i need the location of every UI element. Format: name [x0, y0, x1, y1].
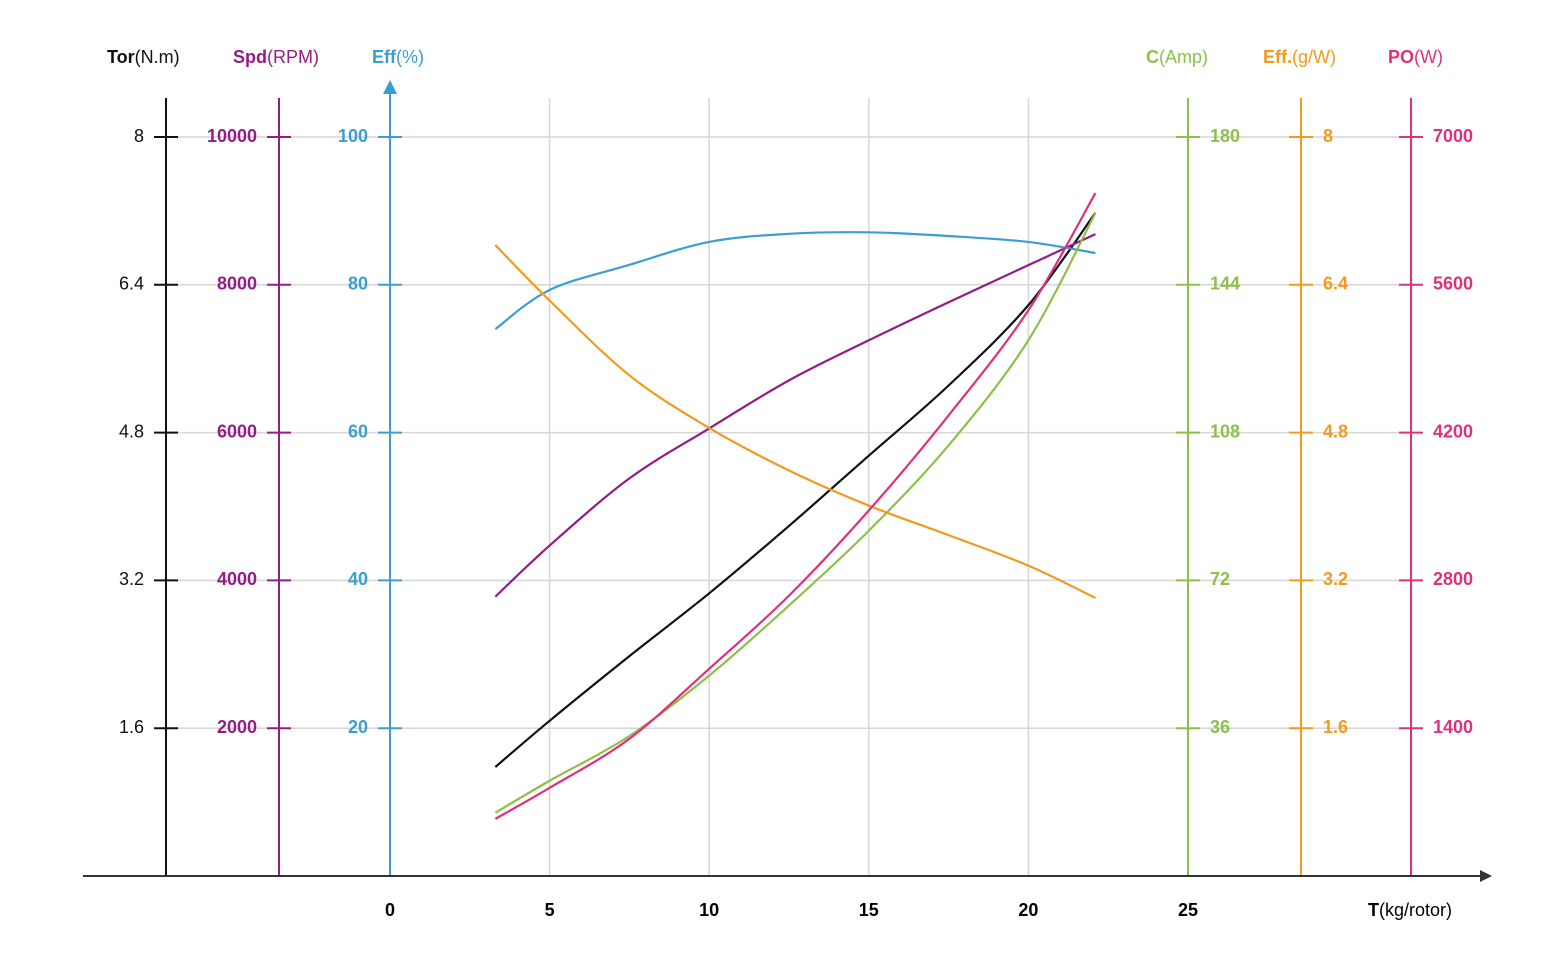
- y-tick-label: 8: [1323, 126, 1333, 146]
- y-tick-label: 1.6: [119, 717, 144, 737]
- y-tick-label: 1400: [1433, 717, 1473, 737]
- axis-title-bold: C: [1146, 47, 1159, 67]
- x-tick-label: 15: [859, 900, 879, 920]
- axis-title-unit: (Amp): [1159, 47, 1208, 67]
- x-tick-label: 25: [1178, 900, 1198, 920]
- y-tick-label: 60: [348, 421, 368, 441]
- y-tick-label: 8000: [217, 274, 257, 294]
- y-tick-label: 8: [134, 126, 144, 146]
- y-tick-label: 2800: [1433, 569, 1473, 589]
- axis-title: Spd(RPM): [233, 47, 319, 67]
- axis-title: PO(W): [1388, 47, 1443, 67]
- axis-title: Eff(%): [372, 47, 424, 67]
- y-tick-label: 3.2: [119, 569, 144, 589]
- y-tick-label: 72: [1210, 569, 1230, 589]
- x-tick-label: 5: [545, 900, 555, 920]
- y-tick-label: 2000: [217, 717, 257, 737]
- x-axis-label-unit: (kg/rotor): [1379, 900, 1452, 920]
- axis-title-bold: Tor: [107, 47, 135, 67]
- axis-title-bold: Eff.: [1263, 47, 1292, 67]
- axis-title-bold: PO: [1388, 47, 1414, 67]
- x-tick-label: 0: [385, 900, 395, 920]
- y-tick-label: 4.8: [1323, 421, 1348, 441]
- y-tick-label: 100: [338, 126, 368, 146]
- curve: [494, 192, 1097, 820]
- curve: [494, 233, 1096, 598]
- x-tick-label: 10: [699, 900, 719, 920]
- y-tick-label: 5600: [1433, 274, 1473, 294]
- y-tick-label: 4000: [217, 569, 257, 589]
- axis-title: Eff.(g/W): [1263, 47, 1336, 67]
- axis-title: C(Amp): [1146, 47, 1208, 67]
- x-axis-label: T(kg/rotor): [1368, 900, 1452, 920]
- curves: [494, 192, 1097, 820]
- curve: [494, 212, 1097, 814]
- y-tick-label: 36: [1210, 717, 1230, 737]
- axis-title: Tor(N.m): [107, 47, 180, 67]
- axis-title-unit: (N.m): [135, 47, 180, 67]
- grid: [166, 98, 1411, 876]
- y-tick-label: 180: [1210, 126, 1240, 146]
- axis-title-bold: Eff: [372, 47, 397, 67]
- axis-title-bold: Spd: [233, 47, 267, 67]
- curve: [494, 212, 1097, 768]
- curve: [494, 244, 1096, 599]
- y-tick-label: 108: [1210, 421, 1240, 441]
- y-tick-label: 10000: [207, 126, 257, 146]
- y-tick-label: 1.6: [1323, 717, 1348, 737]
- y-tick-label: 80: [348, 274, 368, 294]
- y-tick-label: 20: [348, 717, 368, 737]
- axis-title-unit: (g/W): [1292, 47, 1336, 67]
- y-tick-label: 144: [1210, 274, 1240, 294]
- x-tick-label: 20: [1018, 900, 1038, 920]
- axis-title-unit: (W): [1414, 47, 1443, 67]
- y-tick-label: 4200: [1433, 421, 1473, 441]
- curve: [494, 231, 1096, 331]
- axis-title-unit: (%): [396, 47, 424, 67]
- y-tick-label: 3.2: [1323, 569, 1348, 589]
- y-tick-label: 6.4: [1323, 274, 1348, 294]
- y-tick-label: 6.4: [119, 274, 144, 294]
- axis-title-unit: (RPM): [267, 47, 319, 67]
- y-tick-label: 6000: [217, 421, 257, 441]
- y-tick-label: 4.8: [119, 421, 144, 441]
- axes: Tor(N.m) 1.6 3.2 4.8 6.4 8 Spd(RPM) 2000 4000 600…: [107, 47, 1473, 876]
- y-tick-label: 40: [348, 569, 368, 589]
- y-tick-label: 7000: [1433, 126, 1473, 146]
- x-axis-label-bold: T: [1368, 900, 1379, 920]
